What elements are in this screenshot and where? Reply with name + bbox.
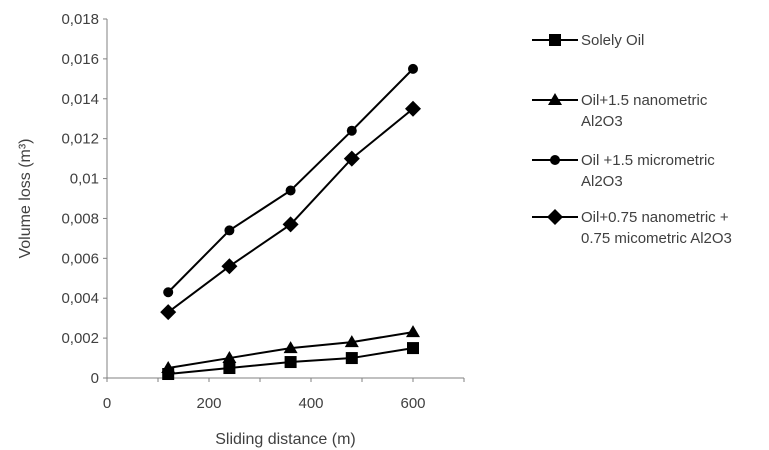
data-point-circle bbox=[285, 185, 296, 196]
legend-marker-circle bbox=[550, 155, 560, 165]
y-axis-label: Volume loss (m³) bbox=[17, 138, 34, 258]
y-tick-label: 0 bbox=[91, 370, 99, 387]
legend-label: Oil+0.75 nanometric + bbox=[581, 209, 729, 226]
y-tick-label: 0,008 bbox=[61, 210, 99, 227]
legend-label: 0.75 micometric Al2O3 bbox=[581, 230, 732, 247]
axes: 0 0,002 0,004 0,006 0,008 0,01 0,012 0,014 0,016… bbox=[61, 11, 465, 412]
data-point-diamond bbox=[343, 150, 360, 167]
y-tick-label: 0,014 bbox=[61, 91, 99, 108]
x-tick-label: 600 bbox=[400, 395, 425, 412]
series-layer bbox=[160, 63, 421, 381]
legend-label: Oil +1.5 micrometric bbox=[581, 152, 715, 169]
data-point-diamond bbox=[405, 100, 421, 117]
legend-marker-diamond bbox=[547, 209, 563, 225]
data-point-circle bbox=[163, 287, 174, 298]
data-point-triangle bbox=[222, 351, 237, 364]
series-triangle bbox=[161, 325, 420, 374]
y-tick-label: 0,002 bbox=[61, 330, 99, 347]
data-point-triangle bbox=[161, 361, 176, 374]
y-tick-label: 0,016 bbox=[61, 51, 99, 68]
legend-label: Al2O3 bbox=[581, 113, 623, 130]
legend-marker-square bbox=[549, 34, 561, 46]
y-tick-label: 0,01 bbox=[70, 171, 99, 188]
series-line bbox=[167, 68, 414, 293]
series-line bbox=[167, 107, 414, 313]
x-tick-label: 400 bbox=[298, 395, 323, 412]
data-point-square bbox=[223, 362, 236, 375]
data-point-diamond bbox=[221, 258, 238, 275]
legend-marker-triangle bbox=[548, 93, 562, 105]
series-square bbox=[162, 342, 419, 381]
data-point-square bbox=[345, 352, 358, 365]
x-tick-label: 0 bbox=[103, 395, 111, 412]
data-point-square bbox=[407, 342, 419, 355]
series-circle bbox=[163, 63, 418, 298]
data-point-triangle bbox=[406, 325, 420, 338]
data-point-triangle bbox=[344, 335, 359, 348]
legend-item: Oil +1.5 micrometric Al2O3 bbox=[532, 152, 715, 190]
data-point-diamond bbox=[160, 304, 177, 321]
x-tick-label: 200 bbox=[196, 395, 221, 412]
series-diamond bbox=[160, 100, 421, 321]
y-tick-label: 0,012 bbox=[61, 131, 99, 148]
x-axis-label: Sliding distance (m) bbox=[215, 431, 356, 448]
data-point-triangle bbox=[283, 341, 298, 354]
legend-label: Oil+1.5 nanometric bbox=[581, 92, 708, 109]
data-point-circle bbox=[408, 63, 418, 74]
y-tick-label: 0,004 bbox=[61, 290, 99, 307]
legend-label: Al2O3 bbox=[581, 173, 623, 190]
legend-item: Oil+0.75 nanometric + 0.75 micometric Al2… bbox=[532, 209, 732, 247]
y-tick-label: 0,006 bbox=[61, 250, 99, 267]
data-point-diamond bbox=[282, 216, 299, 233]
y-tick-label: 0,018 bbox=[61, 11, 99, 28]
legend-label: Solely Oil bbox=[581, 32, 644, 49]
legend-item: Solely Oil bbox=[532, 32, 644, 49]
legend-item: Oil+1.5 nanometric Al2O3 bbox=[532, 92, 708, 130]
data-point-circle bbox=[346, 125, 357, 136]
data-point-circle bbox=[224, 225, 235, 236]
data-point-square bbox=[284, 356, 297, 369]
